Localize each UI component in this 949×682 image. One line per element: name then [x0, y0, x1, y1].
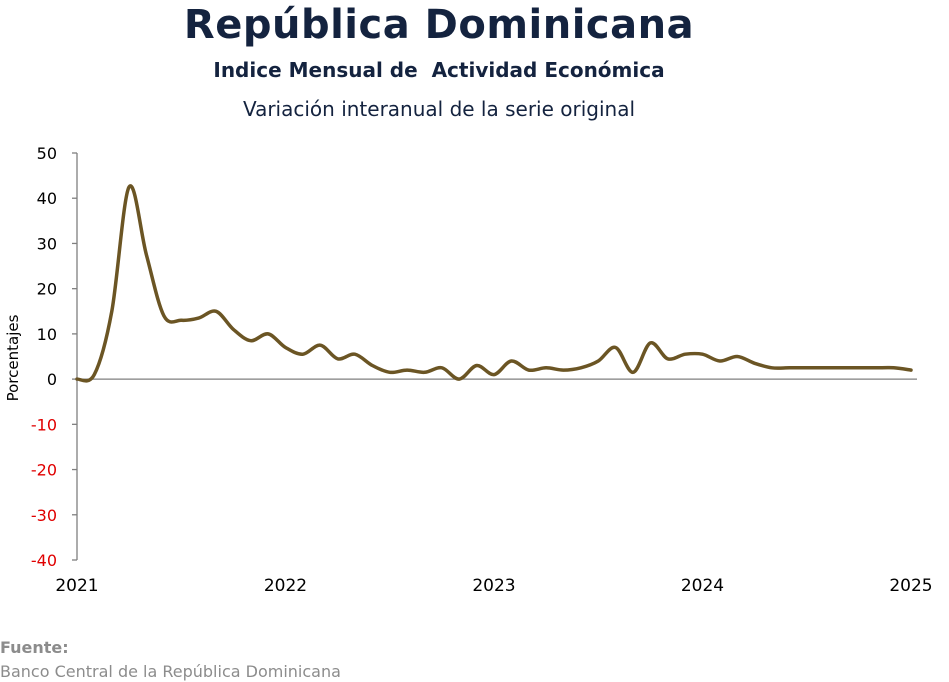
y-tick-label: -40: [31, 551, 57, 570]
x-tick-label: 2022: [264, 576, 307, 596]
chart-axes: [76, 153, 917, 560]
y-ticks: 50 40 30 20 10 0 -10 -20 -30 -40: [31, 144, 77, 570]
y-tick-label: -10: [31, 415, 57, 434]
x-tick-label: 2025: [889, 576, 932, 596]
source-text: Banco Central de la República Dominicana: [0, 662, 341, 681]
y-tick-label: -30: [31, 506, 57, 525]
source-label: Fuente:: [0, 638, 69, 657]
y-tick-label: 20: [37, 280, 57, 299]
series-line: [75, 184, 913, 383]
x-tick-label: 2024: [681, 576, 724, 596]
y-tick-label: 30: [37, 234, 57, 253]
chart-caption: Variación interanual de la serie origina…: [242, 97, 636, 121]
chart-title: República Dominicana: [183, 2, 695, 48]
x-tick-label: 2023: [472, 576, 515, 596]
y-tick-label: 50: [37, 144, 57, 163]
y-tick-label: 10: [37, 325, 57, 344]
chart-subtitle: Indice Mensual de Actividad Económica: [213, 58, 665, 82]
y-axis-label: Porcentajes: [4, 314, 22, 401]
y-tick-label: 40: [37, 189, 57, 208]
y-tick-label: -20: [31, 461, 57, 480]
line-chart: 50 40 30 20 10 0 -10 -20 -30 -40 2021 2022 2023 2024…: [4, 144, 933, 596]
x-tick-label: 2021: [55, 576, 98, 596]
x-ticks: 2021 2022 2023 2024 2025: [55, 576, 932, 596]
series-group: [75, 184, 913, 383]
y-tick-label: 0: [47, 370, 57, 389]
